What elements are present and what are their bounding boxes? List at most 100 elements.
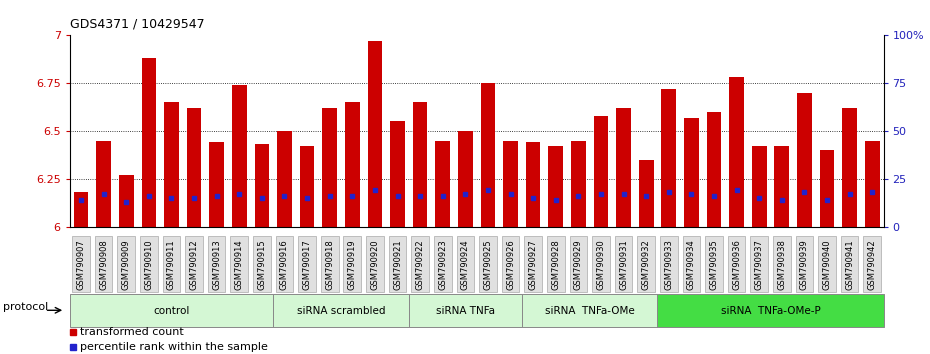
Bar <box>549 146 563 227</box>
Text: GSM790926: GSM790926 <box>506 239 515 290</box>
Text: siRNA TNFa: siRNA TNFa <box>436 306 495 316</box>
Bar <box>617 108 631 227</box>
FancyBboxPatch shape <box>140 236 158 292</box>
Bar <box>141 58 156 227</box>
Bar <box>209 142 224 227</box>
Bar <box>345 102 360 227</box>
Text: GSM790934: GSM790934 <box>687 239 696 290</box>
FancyBboxPatch shape <box>658 294 884 327</box>
FancyBboxPatch shape <box>863 236 881 292</box>
Bar <box>797 93 812 227</box>
FancyBboxPatch shape <box>637 236 655 292</box>
FancyBboxPatch shape <box>275 236 293 292</box>
Text: GSM790939: GSM790939 <box>800 239 809 290</box>
Bar <box>593 116 608 227</box>
FancyBboxPatch shape <box>343 236 361 292</box>
FancyBboxPatch shape <box>660 236 678 292</box>
Bar <box>323 108 337 227</box>
FancyBboxPatch shape <box>185 236 203 292</box>
Text: protocol: protocol <box>3 302 48 312</box>
FancyBboxPatch shape <box>321 236 339 292</box>
Text: GSM790908: GSM790908 <box>100 239 108 290</box>
Bar <box>232 85 246 227</box>
Text: GSM790923: GSM790923 <box>438 239 447 290</box>
Bar <box>435 141 450 227</box>
Bar <box>367 41 382 227</box>
Bar <box>97 141 111 227</box>
FancyBboxPatch shape <box>273 294 409 327</box>
Text: GSM790942: GSM790942 <box>868 239 877 290</box>
Text: GSM790914: GSM790914 <box>234 239 244 290</box>
Text: GSM790933: GSM790933 <box>664 239 673 290</box>
Text: GSM790937: GSM790937 <box>754 239 764 290</box>
Text: GSM790909: GSM790909 <box>122 239 131 290</box>
Bar <box>661 89 676 227</box>
FancyBboxPatch shape <box>501 236 519 292</box>
Bar <box>391 121 405 227</box>
FancyBboxPatch shape <box>547 236 565 292</box>
FancyBboxPatch shape <box>434 236 452 292</box>
FancyBboxPatch shape <box>73 236 90 292</box>
Bar <box>819 150 834 227</box>
Bar <box>73 192 88 227</box>
Text: GSM790931: GSM790931 <box>619 239 628 290</box>
Bar <box>775 146 790 227</box>
FancyBboxPatch shape <box>231 236 248 292</box>
Text: percentile rank within the sample: percentile rank within the sample <box>80 342 268 352</box>
FancyBboxPatch shape <box>525 236 542 292</box>
Text: GSM790907: GSM790907 <box>76 239 86 290</box>
FancyBboxPatch shape <box>299 236 316 292</box>
FancyBboxPatch shape <box>795 236 813 292</box>
Text: GSM790930: GSM790930 <box>596 239 605 290</box>
FancyBboxPatch shape <box>615 236 632 292</box>
FancyBboxPatch shape <box>389 236 406 292</box>
Text: GSM790935: GSM790935 <box>710 239 719 290</box>
FancyBboxPatch shape <box>457 236 474 292</box>
Bar <box>458 131 472 227</box>
Text: GSM790918: GSM790918 <box>326 239 334 290</box>
Bar <box>164 102 179 227</box>
FancyBboxPatch shape <box>569 236 587 292</box>
FancyBboxPatch shape <box>70 294 273 327</box>
Text: siRNA  TNFa-OMe-P: siRNA TNFa-OMe-P <box>721 306 820 316</box>
FancyBboxPatch shape <box>728 236 745 292</box>
Bar <box>843 108 857 227</box>
Bar <box>525 142 540 227</box>
Bar <box>277 131 292 227</box>
Text: GSM790938: GSM790938 <box>777 239 786 290</box>
Text: GSM790925: GSM790925 <box>484 239 492 290</box>
Text: siRNA scrambled: siRNA scrambled <box>297 306 385 316</box>
FancyBboxPatch shape <box>592 236 610 292</box>
Text: GSM790940: GSM790940 <box>822 239 831 290</box>
FancyBboxPatch shape <box>409 294 522 327</box>
Bar <box>707 112 722 227</box>
Text: GSM790910: GSM790910 <box>144 239 153 290</box>
Text: GSM790915: GSM790915 <box>258 239 266 290</box>
FancyBboxPatch shape <box>479 236 497 292</box>
Text: GSM790941: GSM790941 <box>845 239 854 290</box>
Text: GSM790921: GSM790921 <box>393 239 402 290</box>
Bar <box>503 141 518 227</box>
FancyBboxPatch shape <box>683 236 700 292</box>
FancyBboxPatch shape <box>411 236 429 292</box>
FancyBboxPatch shape <box>117 236 135 292</box>
Bar <box>413 102 428 227</box>
Text: GSM790919: GSM790919 <box>348 239 357 290</box>
Text: GSM790916: GSM790916 <box>280 239 289 290</box>
FancyBboxPatch shape <box>253 236 271 292</box>
Bar <box>684 118 698 227</box>
Text: GSM790927: GSM790927 <box>528 239 538 290</box>
Bar <box>481 83 496 227</box>
Text: GSM790929: GSM790929 <box>574 239 583 290</box>
FancyBboxPatch shape <box>751 236 768 292</box>
FancyBboxPatch shape <box>163 236 180 292</box>
Text: GSM790922: GSM790922 <box>416 239 425 290</box>
Text: siRNA  TNFa-OMe: siRNA TNFa-OMe <box>545 306 634 316</box>
Bar <box>571 141 586 227</box>
FancyBboxPatch shape <box>208 236 225 292</box>
Text: GSM790932: GSM790932 <box>642 239 651 290</box>
Bar <box>865 141 880 227</box>
Bar <box>639 160 654 227</box>
Text: GSM790924: GSM790924 <box>461 239 470 290</box>
FancyBboxPatch shape <box>705 236 723 292</box>
